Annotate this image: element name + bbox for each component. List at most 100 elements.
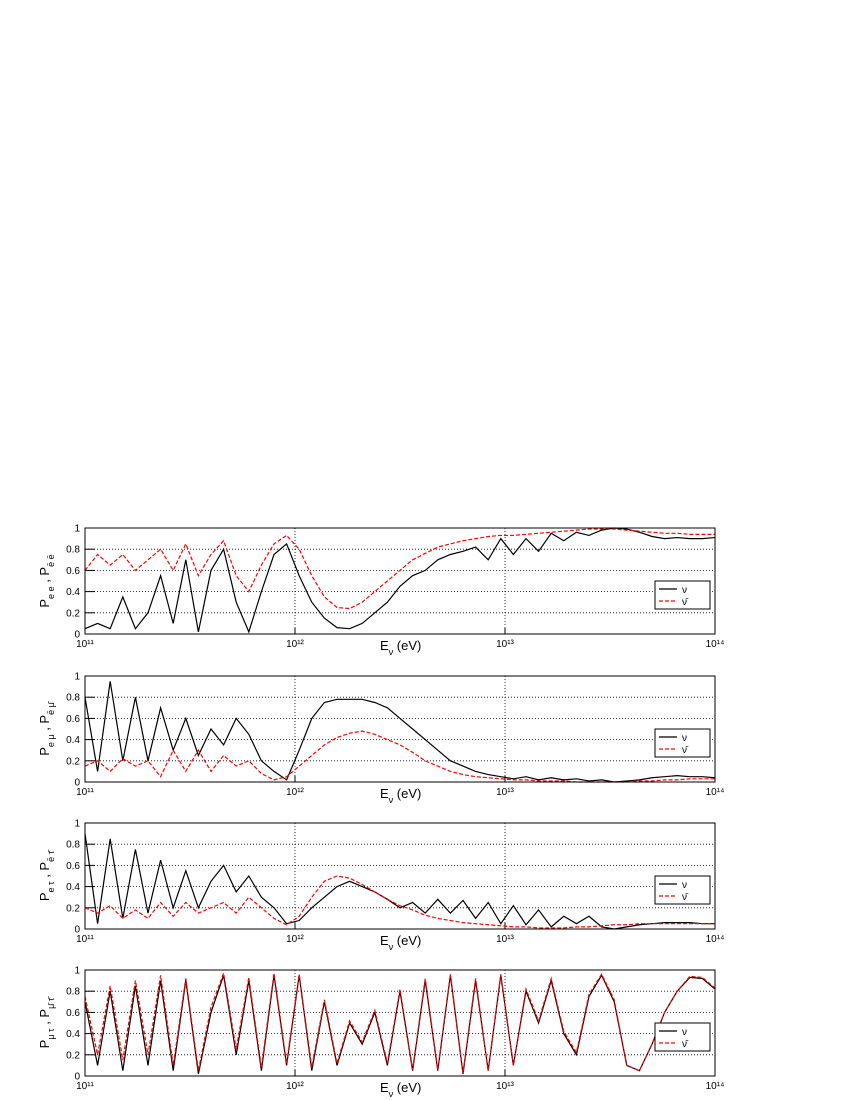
x-axis-label-part: (eV) — [393, 1080, 421, 1095]
y-tick-label: 0.2 — [66, 903, 80, 914]
y-tick-label: 0.6 — [66, 1008, 80, 1019]
x-tick-label: 10¹⁴ — [706, 787, 725, 798]
y-tick-label: 0.4 — [66, 1029, 80, 1040]
y-tick-label: 0.4 — [66, 882, 80, 893]
y-tick-label: 0 — [74, 1072, 80, 1083]
y-axis-label-part: P — [37, 892, 52, 901]
legend-label: ν — [682, 585, 687, 596]
series-line — [84, 527, 716, 634]
y-axis-label: Pμ τ , Pμ̄ τ̄ — [37, 996, 56, 1049]
y-tick-label: 0.2 — [66, 1050, 80, 1061]
x-tick-label: 10¹³ — [496, 787, 514, 798]
x-axis-label-part: (eV) — [393, 786, 421, 801]
y-axis-label-part: P — [37, 862, 52, 871]
y-tick-label: 1 — [74, 966, 80, 977]
y-tick-label: 0.6 — [66, 566, 80, 577]
series-line — [84, 528, 715, 610]
y-axis-label-part: , — [37, 724, 52, 735]
x-tick-label: 10¹² — [286, 787, 304, 798]
x-axis-label-part: ν — [389, 942, 394, 952]
y-axis-label-part: , — [37, 576, 52, 587]
x-tick-label: 10¹¹ — [76, 787, 94, 798]
x-axis-label-part: (eV) — [393, 638, 421, 653]
series-line — [84, 730, 715, 783]
x-tick-label: 10¹³ — [496, 934, 514, 945]
y-tick-label: 0 — [74, 778, 80, 789]
y-tick-label: 0.6 — [66, 714, 80, 725]
x-tick-label: 10¹³ — [496, 639, 514, 650]
x-axis-label: Eν (eV) — [380, 786, 421, 805]
x-tick-label: 10¹² — [286, 1081, 304, 1092]
y-axis-label-part: μ̄ τ̄ — [46, 996, 56, 1009]
y-tick-label: 0 — [74, 630, 80, 641]
y-axis-label-part: , — [37, 1018, 52, 1029]
y-tick-label: 0.4 — [66, 735, 80, 746]
y-axis-label: Pe τ , Pē τ̄ — [37, 849, 56, 901]
y-axis-label-part: e τ — [46, 881, 56, 893]
y-tick-label: 1 — [74, 524, 80, 535]
x-axis-label-part: ν — [389, 1089, 394, 1099]
legend-label: ν — [682, 880, 687, 891]
y-tick-label: 0.8 — [66, 840, 80, 851]
legend-label: ν̄ — [682, 597, 689, 608]
y-axis-label-part: ē τ̄ — [46, 849, 56, 862]
y-axis-label-part: P — [37, 1040, 52, 1049]
y-axis-label-part: μ τ — [46, 1028, 56, 1040]
x-axis-label: Eν (eV) — [380, 638, 421, 657]
x-tick-label: 10¹¹ — [76, 639, 94, 650]
y-tick-label: 0.2 — [66, 608, 80, 619]
series-line — [84, 875, 715, 929]
x-axis-label-part: E — [380, 1080, 389, 1095]
legend-label: ν̄ — [682, 892, 689, 903]
y-tick-label: 0.8 — [66, 545, 80, 556]
x-axis-label: Eν (eV) — [380, 1080, 421, 1099]
series-line — [84, 970, 716, 1073]
y-tick-label: 0.6 — [66, 861, 80, 872]
x-tick-label: 10¹² — [286, 934, 304, 945]
x-tick-label: 10¹¹ — [76, 1081, 94, 1092]
series-line — [84, 681, 716, 783]
plot-frame — [84, 527, 716, 635]
y-tick-label: 0.4 — [66, 587, 80, 598]
legend-label: ν̄ — [682, 745, 689, 756]
x-axis-label-part: (eV) — [393, 933, 421, 948]
y-tick-label: 1 — [74, 819, 80, 830]
legend-box — [654, 875, 711, 905]
plot-frame — [84, 969, 716, 1077]
y-axis-label-part: P — [37, 599, 52, 608]
y-tick-label: 0.8 — [66, 693, 80, 704]
plot-frame — [84, 822, 716, 930]
legend-box — [654, 728, 711, 758]
y-axis-label-part: P — [37, 715, 52, 724]
plot-frame — [84, 675, 716, 783]
x-tick-label: 10¹¹ — [76, 934, 94, 945]
x-tick-label: 10¹³ — [496, 1081, 514, 1092]
series-line — [84, 833, 715, 930]
y-tick-label: 0.2 — [66, 756, 80, 767]
legend-box — [654, 1022, 711, 1052]
x-tick-label: 10¹⁴ — [706, 1081, 725, 1092]
x-tick-label: 10¹⁴ — [706, 934, 725, 945]
y-tick-label: 0 — [74, 925, 80, 936]
y-axis-label-part: P — [37, 1009, 52, 1018]
y-axis-label-part: , — [37, 871, 52, 882]
x-axis-label-part: E — [380, 786, 389, 801]
y-axis-label: Pe μ , Pē μ̄ — [37, 700, 56, 756]
y-axis-label-part: e e — [46, 586, 56, 599]
legend-label: ν̄ — [682, 1039, 689, 1050]
y-axis-label-part: ē μ̄ — [46, 700, 56, 715]
x-axis-label-part: ν — [389, 795, 394, 805]
y-tick-label: 0.8 — [66, 987, 80, 998]
legend-label: ν — [682, 1027, 687, 1038]
x-axis-label: Eν (eV) — [380, 933, 421, 952]
y-axis-label-part: P — [37, 567, 52, 576]
y-axis-label: Pe e , Pē ē — [37, 554, 56, 607]
x-tick-label: 10¹⁴ — [706, 639, 725, 650]
y-axis-label-part: e μ — [46, 734, 56, 747]
y-axis-label-part: P — [37, 747, 52, 756]
y-tick-label: 1 — [74, 672, 80, 683]
legend-label: ν — [682, 733, 687, 744]
legend-box — [654, 580, 711, 610]
x-tick-label: 10¹² — [286, 639, 304, 650]
